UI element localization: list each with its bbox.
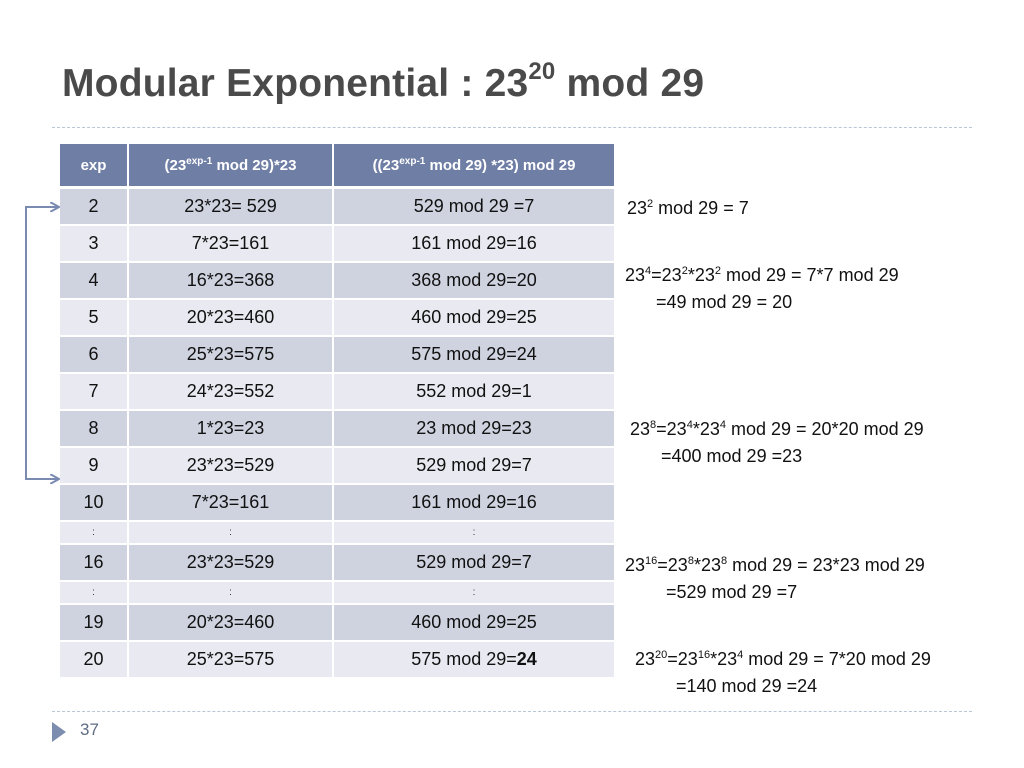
cell-product: 23*23=529 xyxy=(128,544,334,582)
cell-product: : xyxy=(128,581,334,605)
cell-product: 7*23=161 xyxy=(128,225,334,263)
cell-result: 529 mod 29 =7 xyxy=(333,187,614,226)
cell-exp: 5 xyxy=(60,299,129,337)
cell-product: 20*23=460 xyxy=(128,604,334,642)
bottom-divider xyxy=(52,711,972,712)
cell-result: 529 mod 29=7 xyxy=(333,447,614,485)
note-power-4: 234=232*232 mod 29 = 7*7 mod 29 =49 mod 2… xyxy=(625,265,899,312)
title-suffix: mod 29 xyxy=(555,62,705,105)
table-row: ::: xyxy=(60,581,614,605)
cell-exp: 9 xyxy=(60,447,129,485)
cell-exp: 20 xyxy=(60,641,129,679)
cell-exp: : xyxy=(60,521,129,545)
cell-exp: : xyxy=(60,581,129,605)
exponent-table: exp (23exp-1 mod 29)*23 ((23exp-1 mod 29… xyxy=(60,144,614,679)
cell-result: 460 mod 29=25 xyxy=(333,299,614,337)
note-power-8: 238=234*234 mod 29 = 20*20 mod 29 =400 mo… xyxy=(630,419,924,466)
cell-result: : xyxy=(333,521,614,545)
table-row: 4 16*23=368 368 mod 29=20 xyxy=(60,262,614,300)
cell-exp: 4 xyxy=(60,262,129,300)
cell-result: 529 mod 29=7 xyxy=(333,544,614,582)
cell-exp: 8 xyxy=(60,410,129,448)
cell-exp: 19 xyxy=(60,604,129,642)
cell-result: 460 mod 29=25 xyxy=(333,604,614,642)
cell-result: 575 mod 29=24 xyxy=(333,336,614,374)
table-header-row: exp (23exp-1 mod 29)*23 ((23exp-1 mod 29… xyxy=(60,144,614,189)
table-row: 16 23*23=529 529 mod 29=7 xyxy=(60,544,614,582)
cell-result: 575 mod 29=24 xyxy=(333,641,614,679)
cell-result: 161 mod 29=16 xyxy=(333,484,614,522)
table-row: 9 23*23=529 529 mod 29=7 xyxy=(60,447,614,485)
cell-result: 368 mod 29=20 xyxy=(333,262,614,300)
header-result: ((23exp-1 mod 29) *23) mod 29 xyxy=(333,144,614,189)
bracket-arrow xyxy=(25,195,68,495)
cell-product: 23*23= 529 xyxy=(128,187,334,226)
table-row: 2 23*23= 529 529 mod 29 =7 xyxy=(60,187,614,226)
cell-product: 25*23=575 xyxy=(128,641,334,679)
header-product: (23exp-1 mod 29)*23 xyxy=(128,144,334,189)
title-prefix: Modular Exponential : 23 xyxy=(62,62,529,105)
header-exp: exp xyxy=(60,144,129,189)
table-row: 5 20*23=460 460 mod 29=25 xyxy=(60,299,614,337)
table-row: 19 20*23=460 460 mod 29=25 xyxy=(60,604,614,642)
note-power-20: 2320=2316*234 mod 29 = 7*20 mod 29 =140 m… xyxy=(635,649,931,696)
table-row: 8 1*23=23 23 mod 29=23 xyxy=(60,410,614,448)
cell-exp: 16 xyxy=(60,544,129,582)
note-power-16: 2316=238*238 mod 29 = 23*23 mod 29 =529 m… xyxy=(625,555,925,602)
cell-exp: 2 xyxy=(60,187,129,226)
cell-product: 1*23=23 xyxy=(128,410,334,448)
footer-triangle-icon xyxy=(52,722,66,742)
cell-product: 7*23=161 xyxy=(128,484,334,522)
cell-product: 20*23=460 xyxy=(128,299,334,337)
note-power-2: 232 mod 29 = 7 xyxy=(627,198,749,218)
cell-exp: 3 xyxy=(60,225,129,263)
table-row: ::: xyxy=(60,521,614,545)
cell-product: : xyxy=(128,521,334,545)
cell-product: 24*23=552 xyxy=(128,373,334,411)
table-row: 10 7*23=161 161 mod 29=16 xyxy=(60,484,614,522)
title-exponent: 20 xyxy=(528,58,556,85)
table-row: 20 25*23=575 575 mod 29=24 xyxy=(60,641,614,679)
cell-exp: 7 xyxy=(60,373,129,411)
cell-result: 23 mod 29=23 xyxy=(333,410,614,448)
cell-exp: 10 xyxy=(60,484,129,522)
final-answer: 24 xyxy=(516,649,537,669)
cell-result: : xyxy=(333,581,614,605)
cell-result: 552 mod 29=1 xyxy=(333,373,614,411)
cell-product: 25*23=575 xyxy=(128,336,334,374)
cell-result: 161 mod 29=16 xyxy=(333,225,614,263)
slide-title: Modular Exponential : 2320 mod 29 xyxy=(62,60,705,106)
page-number: 37 xyxy=(80,720,99,739)
cell-exp: 6 xyxy=(60,336,129,374)
table-row: 3 7*23=161 161 mod 29=16 xyxy=(60,225,614,263)
top-divider xyxy=(52,127,972,128)
table-row: 7 24*23=552 552 mod 29=1 xyxy=(60,373,614,411)
cell-product: 16*23=368 xyxy=(128,262,334,300)
table-row: 6 25*23=575 575 mod 29=24 xyxy=(60,336,614,374)
cell-product: 23*23=529 xyxy=(128,447,334,485)
